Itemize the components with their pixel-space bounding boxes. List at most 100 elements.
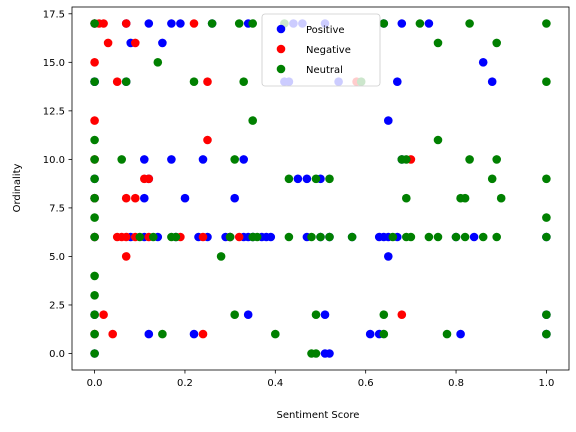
point-neutral-52 <box>325 232 334 242</box>
point-negative-27 <box>198 232 208 242</box>
point-neutral-42 <box>135 232 145 242</box>
point-neutral-66 <box>90 291 99 300</box>
point-neutral-27 <box>492 155 502 164</box>
point-neutral-63 <box>542 232 551 242</box>
point-neutral-65 <box>90 271 99 281</box>
point-neutral-21 <box>90 155 99 164</box>
point-neutral-79 <box>311 349 321 358</box>
point-positive-77 <box>325 349 334 358</box>
point-neutral-15 <box>239 77 248 86</box>
point-neutral-23 <box>230 155 239 164</box>
point-neutral-35 <box>402 193 411 203</box>
point-positive-32 <box>302 174 312 184</box>
legend-box <box>261 13 381 87</box>
point-neutral-37 <box>460 193 470 203</box>
legend: Positive Negative Neutral <box>261 13 381 87</box>
point-positive-66 <box>243 310 253 320</box>
point-positive-70 <box>144 329 154 339</box>
point-neutral-0 <box>90 19 99 28</box>
point-neutral-59 <box>451 232 461 242</box>
point-neutral-57 <box>424 232 434 242</box>
point-positive-53 <box>266 232 276 242</box>
point-negative-12 <box>203 135 212 145</box>
point-positive-25 <box>140 155 149 164</box>
point-negative-32 <box>397 310 407 320</box>
point-neutral-43 <box>149 232 158 242</box>
point-neutral-41 <box>90 232 99 242</box>
point-neutral-14 <box>189 77 199 86</box>
x-tick-label: 0.2 <box>177 378 193 389</box>
x-tick-label: 0.4 <box>267 378 283 389</box>
point-negative-6 <box>131 38 140 48</box>
y-tick-label: 17.5 <box>43 9 65 20</box>
point-neutral-74 <box>271 329 280 339</box>
legend-label-positive: Positive <box>306 25 345 36</box>
point-negative-5 <box>103 38 113 48</box>
point-neutral-9 <box>433 38 443 48</box>
y-tick-label: 12.5 <box>43 106 65 117</box>
point-negative-18 <box>131 193 140 203</box>
y-tick-label: 15.0 <box>43 58 65 69</box>
point-neutral-20 <box>90 135 99 145</box>
point-neutral-1 <box>207 19 217 28</box>
point-positive-35 <box>140 193 149 203</box>
x-axis-ticks: 0.0 0.2 0.4 0.6 0.8 1.0 <box>87 370 554 389</box>
y-tick-label: 5.0 <box>49 252 65 263</box>
point-neutral-73 <box>158 329 167 339</box>
point-negative-17 <box>121 193 131 203</box>
point-negative-16 <box>144 174 154 184</box>
point-neutral-7 <box>465 19 474 28</box>
point-positive-36 <box>180 193 190 203</box>
data-points <box>90 19 551 358</box>
point-positive-37 <box>230 193 239 203</box>
point-positive-26 <box>167 155 176 164</box>
point-neutral-17 <box>542 77 551 86</box>
point-positive-71 <box>189 329 199 339</box>
point-negative-30 <box>121 252 131 261</box>
point-positive-3 <box>167 19 176 28</box>
point-neutral-25 <box>402 155 411 164</box>
point-neutral-26 <box>465 155 474 164</box>
legend-marker-positive <box>276 24 286 34</box>
legend-marker-negative <box>276 44 286 54</box>
point-neutral-40 <box>542 213 551 222</box>
point-positive-4 <box>176 19 185 28</box>
point-neutral-54 <box>388 232 398 242</box>
point-neutral-39 <box>90 213 99 222</box>
point-positive-23 <box>478 58 488 67</box>
point-neutral-2 <box>234 19 244 28</box>
point-neutral-31 <box>325 174 334 184</box>
x-tick-label: 0.0 <box>87 378 103 389</box>
legend-marker-neutral <box>276 64 286 74</box>
y-tick-label: 0.0 <box>49 349 65 360</box>
x-tick-label: 0.6 <box>358 378 374 389</box>
point-positive-72 <box>365 329 375 339</box>
point-negative-2 <box>99 19 108 28</box>
point-positive-67 <box>320 310 330 320</box>
point-neutral-53 <box>347 232 357 242</box>
point-neutral-50 <box>307 232 316 242</box>
point-positive-28 <box>239 155 248 164</box>
y-tick-label: 7.5 <box>49 203 65 214</box>
point-positive-11 <box>397 19 407 28</box>
point-neutral-67 <box>90 310 99 320</box>
point-neutral-30 <box>311 174 321 184</box>
point-neutral-69 <box>311 310 321 320</box>
point-negative-7 <box>90 58 99 67</box>
point-positive-31 <box>293 174 303 184</box>
point-negative-3 <box>121 19 131 28</box>
point-neutral-60 <box>460 232 470 242</box>
point-neutral-49 <box>284 232 294 242</box>
y-axis-ticks: 0.0 2.5 5.0 7.5 10.0 12.5 15.0 17.5 <box>43 9 72 360</box>
y-axis-label: Ordinality <box>12 164 23 213</box>
y-tick-label: 2.5 <box>49 300 65 311</box>
point-neutral-46 <box>225 232 235 242</box>
plot-frame <box>71 6 570 371</box>
point-neutral-8 <box>542 19 551 28</box>
point-neutral-18 <box>248 116 257 125</box>
point-positive-27 <box>198 155 208 164</box>
point-positive-24 <box>384 116 393 125</box>
point-negative-11 <box>90 116 99 125</box>
point-neutral-6 <box>415 19 425 28</box>
point-neutral-12 <box>90 77 99 86</box>
